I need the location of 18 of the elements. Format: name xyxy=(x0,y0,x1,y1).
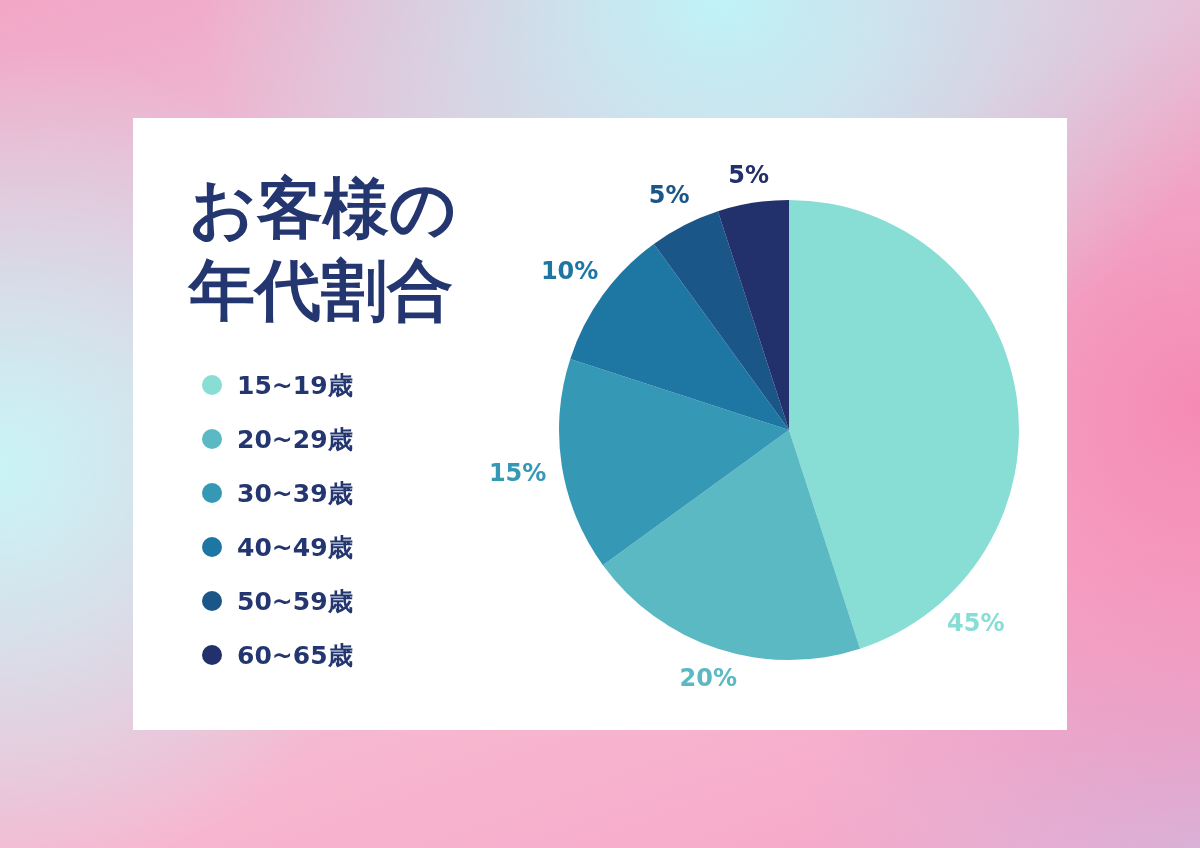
legend-label: 20~29歳 xyxy=(237,423,353,456)
data-label: 20% xyxy=(679,664,738,693)
data-label: 15% xyxy=(488,458,547,487)
data-label: 5% xyxy=(728,161,769,190)
data-label: 45% xyxy=(947,609,1005,638)
pie-slice xyxy=(717,200,789,430)
pie-slice xyxy=(789,200,1019,649)
data-label: 10% xyxy=(540,256,599,285)
legend-label: 30~39歳 xyxy=(237,477,353,510)
pie-slice xyxy=(602,430,861,660)
legend-label: 50~59歳 xyxy=(237,585,353,618)
legend-label: 40~49歳 xyxy=(237,531,353,564)
pie-slice xyxy=(559,358,789,566)
pie-slice xyxy=(653,211,789,430)
text: お客様の年代割合 xyxy=(189,169,458,331)
legend-label: 60~65歳 xyxy=(237,639,353,672)
legend-label: 15~19歳 xyxy=(237,369,353,402)
data-label: 5% xyxy=(648,180,690,209)
